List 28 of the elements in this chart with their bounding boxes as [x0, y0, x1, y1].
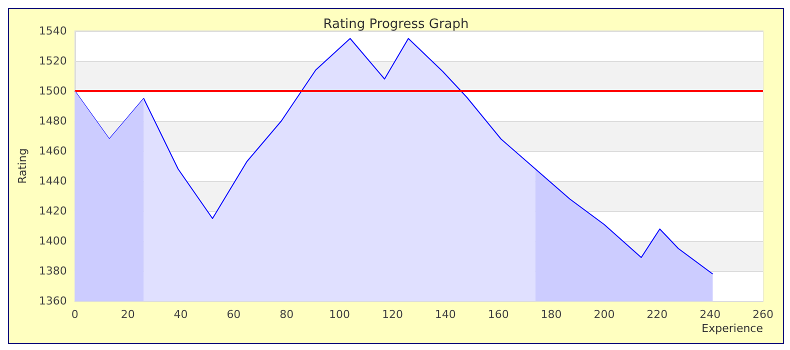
x-tick-label: 120	[382, 308, 403, 321]
y-tick-label: 1440	[38, 174, 67, 188]
x-tick-label: 180	[540, 308, 562, 321]
chart-title: Rating Progress Graph	[323, 17, 469, 32]
y-tick-label: 1460	[38, 144, 67, 158]
x-tick-label: 140	[434, 308, 456, 321]
y-tick-label: 1420	[38, 204, 67, 218]
x-tick-label: 200	[594, 308, 615, 321]
x-tick-label: 260	[752, 308, 774, 321]
line-series	[74, 38, 714, 274]
y-tick-label: 1520	[38, 54, 67, 68]
x-tick-label: 80	[280, 308, 294, 321]
x-tick-label: 160	[488, 308, 509, 321]
x-tick-label: 40	[174, 308, 188, 321]
x-tick-label: 20	[120, 308, 135, 321]
x-tick-label: 60	[226, 308, 241, 321]
x-tick-label: 240	[700, 308, 721, 321]
x-tick-label: 0	[71, 308, 78, 321]
y-tick-label: 1380	[38, 264, 67, 278]
y-tick-label: 1540	[38, 24, 67, 38]
x-tick-label: 220	[646, 308, 668, 321]
y-tick-label: 1360	[38, 294, 67, 308]
y-axis-title: Rating	[16, 148, 29, 184]
y-tick-label: 1500	[38, 84, 67, 98]
y-tick-label: 1480	[38, 114, 67, 128]
x-tick-label: 100	[329, 308, 350, 321]
y-tick-label: 1400	[38, 234, 67, 248]
x-axis-title: Experience	[702, 322, 764, 335]
